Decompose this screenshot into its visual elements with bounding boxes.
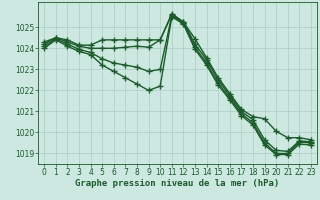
X-axis label: Graphe pression niveau de la mer (hPa): Graphe pression niveau de la mer (hPa) (76, 179, 280, 188)
